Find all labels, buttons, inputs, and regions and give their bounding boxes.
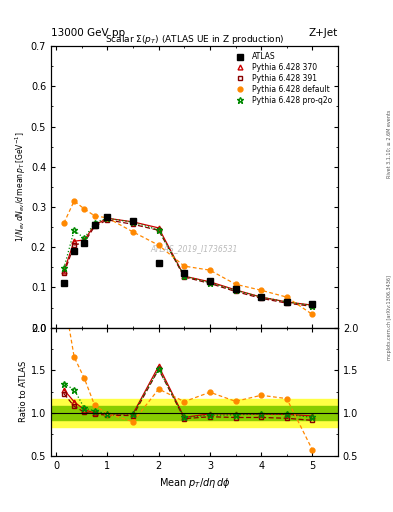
- Pythia 6.428 default: [72, 198, 77, 204]
- Pythia 6.428 391: [62, 270, 66, 276]
- Line: ATLAS: ATLAS: [61, 214, 316, 308]
- ATLAS: [285, 298, 289, 305]
- Pythia 6.428 370: [62, 268, 66, 274]
- Pythia 6.428 370: [310, 302, 315, 308]
- ATLAS: [156, 260, 161, 266]
- Pythia 6.428 370: [182, 273, 187, 279]
- Pythia 6.428 default: [208, 267, 212, 273]
- Pythia 6.428 370: [259, 294, 263, 300]
- Pythia 6.428 default: [131, 229, 136, 235]
- Pythia 6.428 pro-q2o: [62, 265, 66, 271]
- Text: mcplots.cern.ch [arXiv:1306.3436]: mcplots.cern.ch [arXiv:1306.3436]: [387, 275, 391, 360]
- Pythia 6.428 pro-q2o: [259, 294, 263, 300]
- Pythia 6.428 391: [131, 221, 136, 227]
- Pythia 6.428 370: [72, 238, 77, 244]
- Pythia 6.428 default: [310, 311, 315, 317]
- ATLAS: [310, 301, 315, 307]
- ATLAS: [62, 281, 66, 287]
- Pythia 6.428 pro-q2o: [82, 236, 87, 242]
- Pythia 6.428 391: [105, 217, 110, 223]
- Pythia 6.428 pro-q2o: [182, 273, 187, 279]
- Pythia 6.428 370: [131, 219, 136, 225]
- Pythia 6.428 370: [92, 222, 97, 228]
- Pythia 6.428 pro-q2o: [233, 287, 238, 293]
- Pythia 6.428 391: [285, 300, 289, 306]
- ATLAS: [208, 279, 212, 285]
- Pythia 6.428 pro-q2o: [131, 219, 136, 225]
- Pythia 6.428 default: [182, 263, 187, 269]
- Pythia 6.428 default: [285, 294, 289, 300]
- Line: Pythia 6.428 370: Pythia 6.428 370: [61, 216, 315, 308]
- ATLAS: [105, 214, 110, 220]
- Pythia 6.428 391: [259, 295, 263, 302]
- Pythia 6.428 391: [92, 223, 97, 229]
- Line: Pythia 6.428 default: Pythia 6.428 default: [61, 199, 315, 317]
- Pythia 6.428 391: [208, 281, 212, 287]
- Pythia 6.428 default: [92, 213, 97, 219]
- Pythia 6.428 pro-q2o: [105, 215, 110, 221]
- Pythia 6.428 370: [82, 237, 87, 243]
- ATLAS: [72, 248, 77, 254]
- ATLAS: [233, 286, 238, 292]
- Y-axis label: $1/N_{ev}\,dN_{ev}/d\,\mathrm{mean}\,p_T\,\mathrm{[GeV^{-1}]}$: $1/N_{ev}\,dN_{ev}/d\,\mathrm{mean}\,p_T…: [14, 132, 28, 242]
- Pythia 6.428 391: [82, 239, 87, 245]
- Pythia 6.428 391: [72, 242, 77, 248]
- Bar: [51, 399, 338, 426]
- X-axis label: Mean $p_T/d\eta\,d\phi$: Mean $p_T/d\eta\,d\phi$: [159, 476, 230, 490]
- Pythia 6.428 default: [233, 281, 238, 287]
- ATLAS: [92, 222, 97, 228]
- Text: Z+Jet: Z+Jet: [309, 28, 338, 38]
- Bar: [51, 406, 338, 420]
- ATLAS: [182, 270, 187, 276]
- Legend: ATLAS, Pythia 6.428 370, Pythia 6.428 391, Pythia 6.428 default, Pythia 6.428 pr: ATLAS, Pythia 6.428 370, Pythia 6.428 39…: [230, 50, 334, 107]
- Pythia 6.428 pro-q2o: [310, 303, 315, 309]
- Pythia 6.428 370: [105, 215, 110, 221]
- Pythia 6.428 370: [208, 279, 212, 285]
- Pythia 6.428 default: [62, 220, 66, 226]
- Text: ATLAS_2019_I1736531: ATLAS_2019_I1736531: [151, 244, 238, 253]
- Pythia 6.428 pro-q2o: [72, 227, 77, 233]
- Pythia 6.428 391: [182, 274, 187, 280]
- ATLAS: [131, 218, 136, 224]
- Pythia 6.428 391: [233, 288, 238, 294]
- Pythia 6.428 370: [156, 225, 161, 231]
- Title: Scalar $\Sigma(p_T)$ (ATLAS UE in Z production): Scalar $\Sigma(p_T)$ (ATLAS UE in Z prod…: [105, 33, 284, 46]
- Pythia 6.428 391: [310, 303, 315, 309]
- ATLAS: [82, 240, 87, 246]
- Text: Rivet 3.1.10; ≥ 2.6M events: Rivet 3.1.10; ≥ 2.6M events: [387, 109, 391, 178]
- Line: Pythia 6.428 pro-q2o: Pythia 6.428 pro-q2o: [61, 215, 316, 309]
- Pythia 6.428 pro-q2o: [156, 227, 161, 233]
- Y-axis label: Ratio to ATLAS: Ratio to ATLAS: [19, 361, 28, 422]
- Pythia 6.428 default: [82, 206, 87, 212]
- Pythia 6.428 pro-q2o: [92, 220, 97, 226]
- Pythia 6.428 370: [285, 299, 289, 305]
- Text: 13000 GeV pp: 13000 GeV pp: [51, 28, 125, 38]
- Pythia 6.428 pro-q2o: [285, 299, 289, 305]
- Pythia 6.428 pro-q2o: [208, 280, 212, 286]
- Pythia 6.428 default: [105, 215, 110, 221]
- ATLAS: [259, 294, 263, 300]
- Pythia 6.428 391: [156, 227, 161, 233]
- Pythia 6.428 370: [233, 287, 238, 293]
- Pythia 6.428 default: [259, 287, 263, 293]
- Line: Pythia 6.428 391: Pythia 6.428 391: [61, 218, 315, 309]
- Pythia 6.428 default: [156, 242, 161, 248]
